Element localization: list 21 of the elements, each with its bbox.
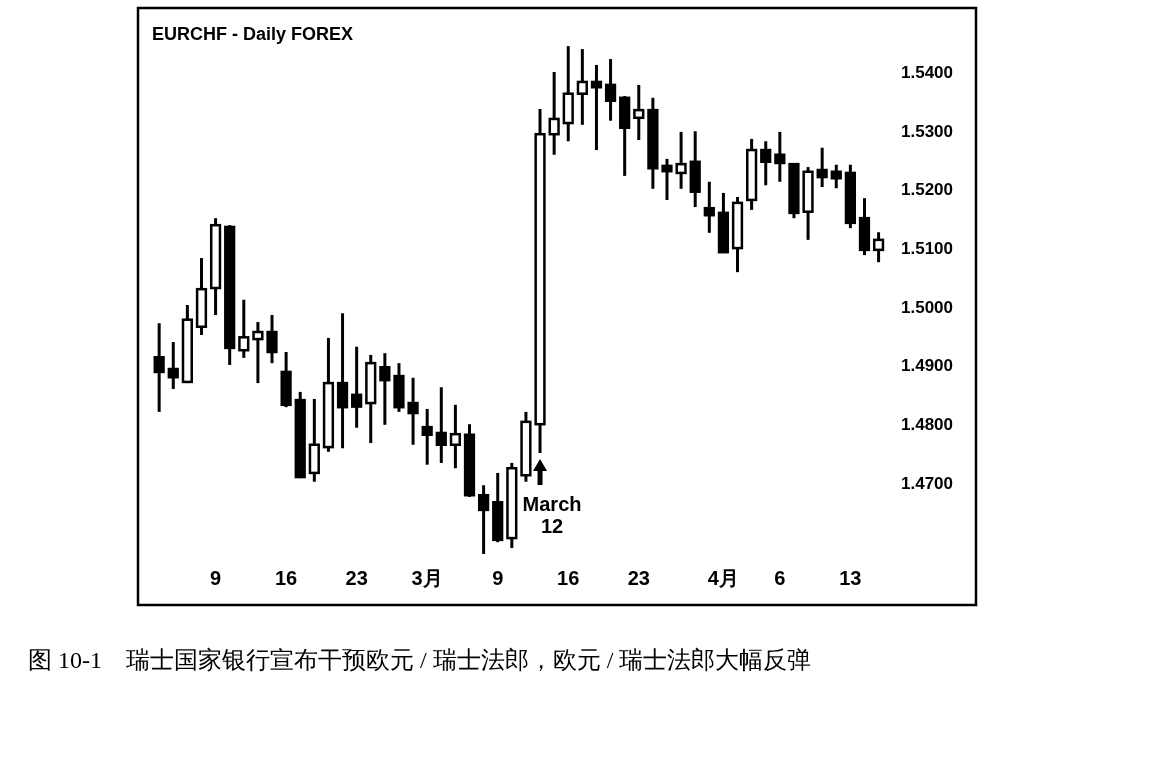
- y-tick-label: 1.5100: [901, 239, 953, 259]
- x-tick-label: 13: [839, 567, 862, 589]
- x-tick-label: 23: [345, 567, 368, 589]
- annotation: March 12: [522, 492, 582, 537]
- y-tick-label: 1.5200: [901, 180, 953, 200]
- x-tick-label: 16: [274, 567, 298, 589]
- y-tick-label: 1.4700: [901, 473, 953, 493]
- y-tick-label: 1.4900: [901, 356, 953, 376]
- x-tick-label: 4月: [707, 567, 739, 589]
- x-tick-label: 6: [774, 567, 786, 589]
- y-tick-label: 1.5300: [901, 121, 953, 141]
- x-tick-label: 23: [627, 567, 650, 589]
- y-tick-label: 1.5400: [901, 62, 953, 82]
- x-tick-label: 16: [557, 567, 580, 589]
- text: EURCHF - Daily FOREX: [152, 24, 354, 44]
- x-tick-label: 9: [492, 567, 504, 589]
- x-tick-label: 9: [210, 567, 222, 589]
- x-tick-label: 3月: [411, 567, 443, 589]
- caption: 图 10-1 瑞士国家银行宣布干预欧元 / 瑞士法郎，欧元 / 瑞士法郎大幅反弹: [28, 647, 812, 673]
- y-tick-label: 1.5000: [901, 297, 953, 317]
- y-tick-label: 1.4800: [901, 415, 953, 435]
